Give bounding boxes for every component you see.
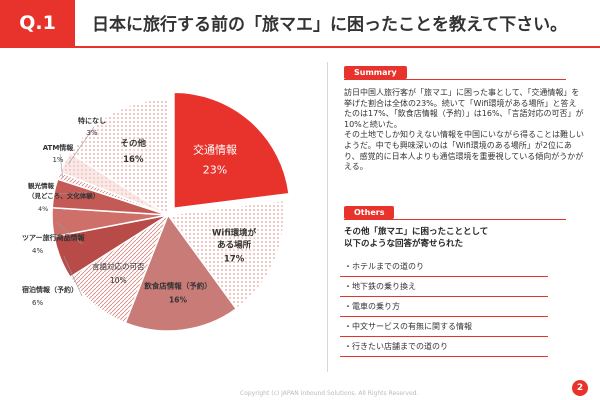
slice-2-label: ある場所: [217, 240, 252, 251]
slice-1-value: 23%: [203, 164, 227, 177]
others-tag-line: [344, 219, 566, 220]
slice-4-label: 言語対応の可否: [92, 261, 145, 271]
slice-8-value: 1%: [52, 156, 63, 164]
list-item: ・中文サービスの有無に関する情報: [340, 317, 548, 337]
summary-paragraph-2: その土地でしか知りえない情報を中国にいながら得ることは難しいようだ。中でも興味深…: [344, 130, 584, 172]
slice-6-value: 4%: [32, 247, 43, 255]
slice-9-value: 3%: [86, 129, 97, 137]
slice-1-label: 交通情報: [193, 143, 237, 157]
slice-6-label: ツアー旅行商品情報: [22, 233, 86, 242]
slice-8-leader: [59, 153, 63, 178]
slice-3-value: 16%: [169, 295, 187, 304]
slice-9-label: 特になし: [78, 116, 106, 125]
list-item: ・行きたい店舗までの道のり: [340, 337, 548, 357]
others-heading-line-2: 以下のような回答が寄せられた: [344, 239, 464, 249]
page-number: 2: [572, 380, 588, 396]
slice-5-value: 6%: [32, 299, 43, 307]
slice-3-label: 飲食店情報（予約）: [143, 280, 212, 290]
page-title: 日本に旅行する前の「旅マエ」に困ったことを教えて下さい。: [92, 15, 568, 35]
slice-7-value: 4%: [38, 205, 48, 213]
pie-slice-10: [69, 98, 169, 217]
slice-9-leader: [67, 126, 95, 165]
slice-10-value: 16%: [123, 155, 144, 165]
slice-5-leader: [63, 256, 83, 297]
slice-7-label: （見どころ、文化体験）: [28, 191, 99, 200]
list-item: ・ホテルまでの道のり: [340, 257, 548, 277]
title-underline: [0, 46, 600, 48]
others-list: ・ホテルまでの道のり ・地下鉄の乗り換え ・電車の乗り方 ・中文サービスの有無に…: [340, 257, 548, 357]
list-item: ・地下鉄の乗り換え: [340, 277, 548, 297]
summary-tag: Summary: [344, 66, 407, 79]
slice-2-value: 17%: [224, 255, 245, 265]
slice-7-leader: [57, 191, 89, 195]
summary-tag-line: [344, 79, 566, 80]
pie-slice-3: [124, 213, 238, 332]
slice-5-label: 宿泊情報（予約）: [22, 285, 78, 294]
slice-7-label: 観光情報: [28, 181, 55, 190]
others-tag: Others: [344, 206, 395, 219]
others-heading: その他「旅マエ」に困ったこととして 以下のような回答が寄せられた: [344, 226, 574, 250]
pie-slice-1: [173, 91, 290, 210]
slice-10-label: その他: [121, 138, 147, 149]
summary-paragraph-1: 訪日中国人旅行客が「旅マエ」に困った事として、「交通情報」を挙げた割合は全体の2…: [344, 88, 584, 129]
column-divider: [327, 62, 328, 372]
list-item: ・電車の乗り方: [340, 297, 548, 317]
question-badge: Q.1: [0, 0, 75, 46]
pie-chart: 交通情報 23% Wifi環境がある場所 17% 飲食店情報（予約） 16% 言語対応の可否…: [22, 91, 290, 332]
slice-2-label: Wifi環境が: [212, 228, 257, 239]
pie-slice-2: [166, 199, 285, 310]
summary-text: 訪日中国人旅行客が「旅マエ」に困った事として、「交通情報」を挙げた割合は全体の2…: [344, 88, 584, 173]
pie-slice-4: [69, 213, 170, 324]
slice-6-leader: [56, 221, 83, 245]
copyright: Copyright (c) JAPAN Inbound Solutions. A…: [240, 390, 419, 397]
others-heading-line-1: その他「旅マエ」に困ったこととして: [344, 227, 489, 237]
slice-4-value: 10%: [110, 276, 127, 285]
slice-8-label: ATM情報: [43, 143, 75, 152]
